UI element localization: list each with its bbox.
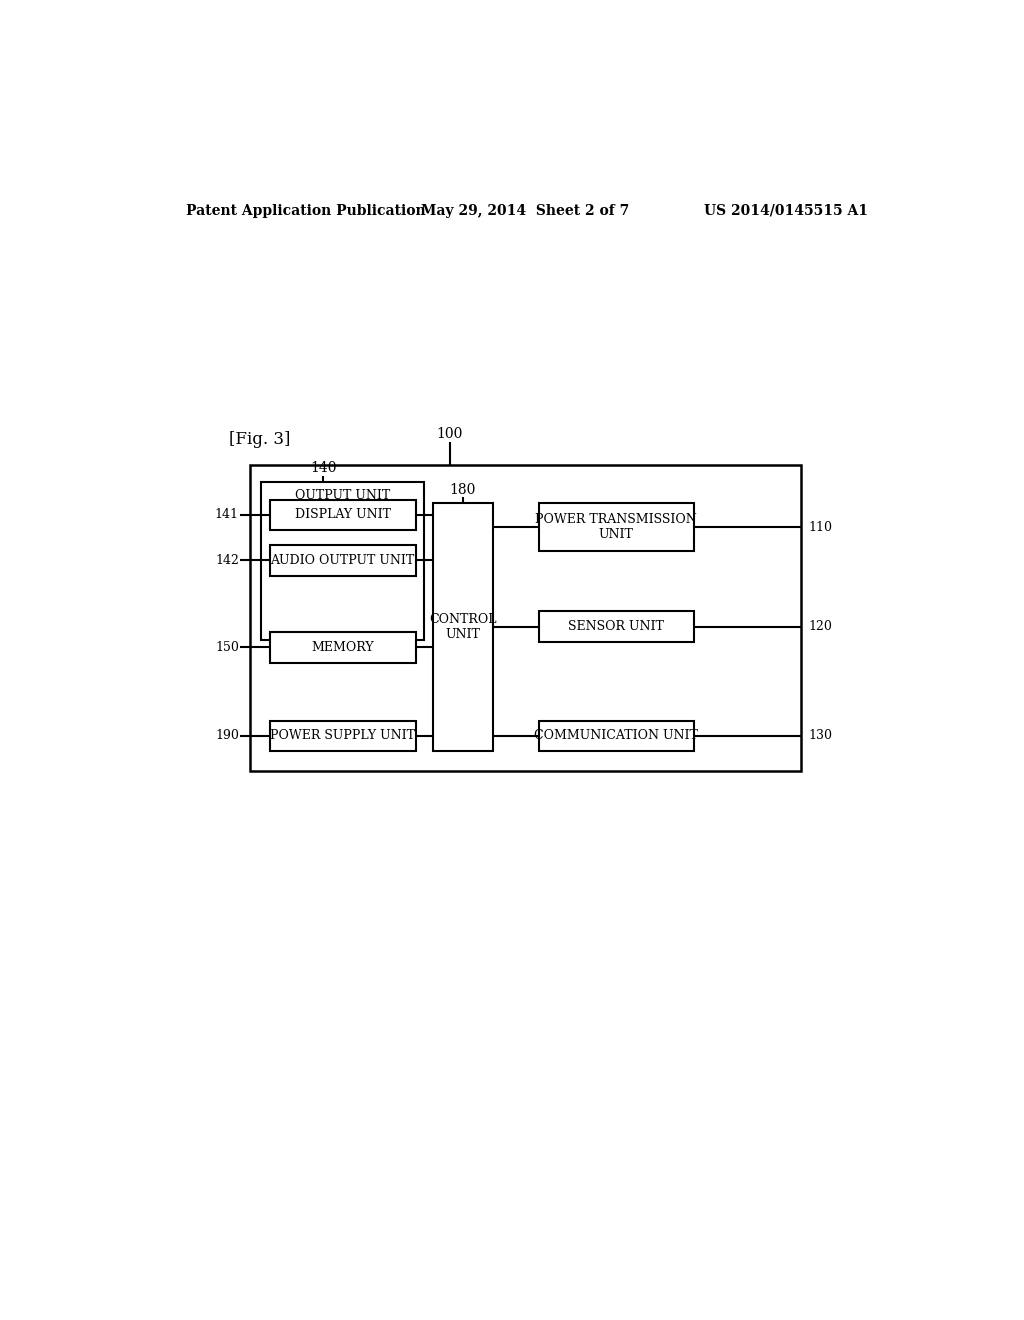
Text: 110: 110 xyxy=(809,520,833,533)
Text: AUDIO OUTPUT UNIT: AUDIO OUTPUT UNIT xyxy=(270,554,415,566)
Text: POWER TRANSMISSION
UNIT: POWER TRANSMISSION UNIT xyxy=(536,513,697,541)
Text: US 2014/0145515 A1: US 2014/0145515 A1 xyxy=(705,203,868,218)
Bar xyxy=(270,721,416,751)
Text: SENSOR UNIT: SENSOR UNIT xyxy=(568,620,665,634)
Text: 140: 140 xyxy=(310,461,337,475)
Text: 180: 180 xyxy=(450,483,476,496)
Bar xyxy=(539,721,693,751)
Text: 100: 100 xyxy=(436,428,463,441)
Text: 150: 150 xyxy=(215,640,239,653)
Bar xyxy=(261,482,424,640)
Text: MEMORY: MEMORY xyxy=(311,640,374,653)
Text: 130: 130 xyxy=(809,730,833,742)
Text: Patent Application Publication: Patent Application Publication xyxy=(186,203,426,218)
Text: DISPLAY UNIT: DISPLAY UNIT xyxy=(295,508,391,521)
Text: 190: 190 xyxy=(215,730,239,742)
Text: CONTROL
UNIT: CONTROL UNIT xyxy=(429,614,497,642)
Bar xyxy=(251,465,801,771)
Text: 141: 141 xyxy=(215,508,239,521)
Text: May 29, 2014  Sheet 2 of 7: May 29, 2014 Sheet 2 of 7 xyxy=(421,203,629,218)
Bar xyxy=(270,632,416,663)
Text: 120: 120 xyxy=(809,620,833,634)
Bar xyxy=(432,503,493,751)
Text: 142: 142 xyxy=(215,554,239,566)
Bar xyxy=(539,611,693,642)
Text: COMMUNICATION UNIT: COMMUNICATION UNIT xyxy=(535,730,698,742)
Text: OUTPUT UNIT: OUTPUT UNIT xyxy=(295,490,390,502)
Text: POWER SUPPLY UNIT: POWER SUPPLY UNIT xyxy=(270,730,415,742)
Bar xyxy=(270,545,416,576)
Bar xyxy=(270,499,416,531)
Bar xyxy=(539,503,693,552)
Text: [Fig. 3]: [Fig. 3] xyxy=(228,430,290,447)
